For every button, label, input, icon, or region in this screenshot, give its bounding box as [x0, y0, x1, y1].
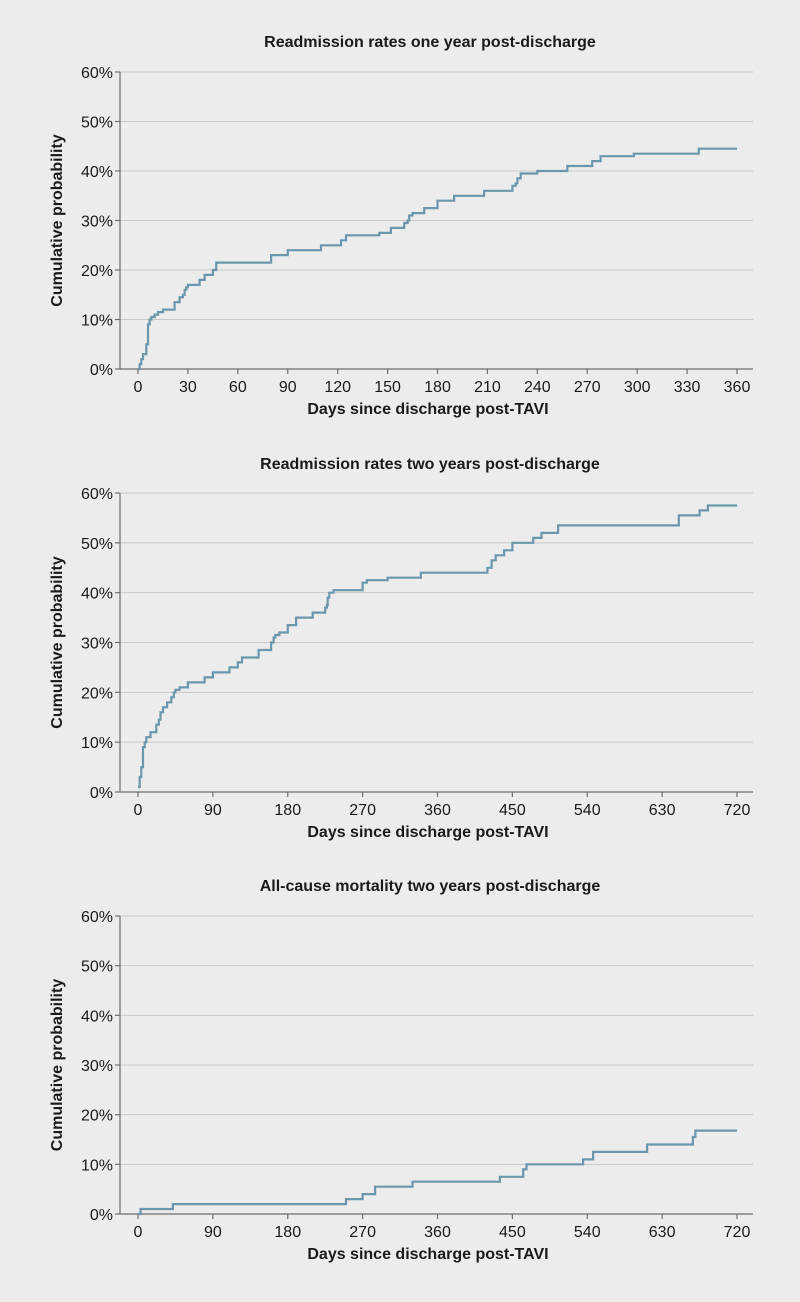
x-tick-label: 180	[274, 1224, 301, 1241]
chart-3: All-cause mortality two years post-disch…	[49, 878, 753, 1263]
y-tick-label: 10%	[81, 313, 113, 330]
x-tick-label: 720	[724, 802, 751, 819]
y-tick-label: 60%	[81, 486, 113, 503]
x-axis-label: Days since discharge post-TAVI	[307, 401, 548, 418]
y-tick-label: 10%	[81, 1157, 113, 1174]
x-tick-label: 0	[134, 1224, 143, 1241]
y-tick-label: 30%	[81, 636, 113, 653]
chart-title: Readmission rates one year post-discharg…	[264, 34, 596, 51]
series-line-readmission	[138, 147, 737, 371]
x-tick-label: 360	[724, 379, 751, 396]
x-tick-label: 270	[574, 379, 601, 396]
y-tick-label: 60%	[81, 65, 113, 82]
x-tick-label: 720	[724, 1224, 751, 1241]
x-tick-label: 180	[424, 379, 451, 396]
y-tick-label: 60%	[81, 909, 113, 926]
x-tick-label: 120	[324, 379, 351, 396]
x-tick-label: 360	[424, 1224, 451, 1241]
x-tick-label: 30	[179, 379, 197, 396]
y-tick-label: 0%	[90, 1207, 113, 1224]
series-line-mortality	[138, 1129, 737, 1216]
x-tick-label: 330	[674, 379, 701, 396]
x-tick-label: 540	[574, 802, 601, 819]
y-tick-label: 20%	[81, 263, 113, 280]
x-axis-label: Days since discharge post-TAVI	[307, 1246, 548, 1263]
x-tick-label: 300	[624, 379, 651, 396]
x-tick-label: 150	[374, 379, 401, 396]
y-axis-label: Cumulative probability	[49, 134, 66, 307]
x-tick-label: 180	[274, 802, 301, 819]
x-tick-label: 90	[279, 379, 297, 396]
x-tick-label: 450	[499, 802, 526, 819]
x-axis-label: Days since discharge post-TAVI	[307, 824, 548, 841]
chart-title: Readmission rates two years post-dischar…	[260, 456, 600, 473]
x-tick-label: 630	[649, 1224, 676, 1241]
y-tick-label: 0%	[90, 362, 113, 379]
x-tick-label: 270	[349, 1224, 376, 1241]
x-tick-label: 630	[649, 802, 676, 819]
x-tick-label: 360	[424, 802, 451, 819]
y-tick-label: 0%	[90, 785, 113, 802]
y-tick-label: 30%	[81, 214, 113, 231]
chart-1: Readmission rates one year post-discharg…	[49, 34, 753, 418]
chart-title: All-cause mortality two years post-disch…	[260, 878, 601, 895]
y-axis-label: Cumulative probability	[49, 979, 66, 1152]
x-tick-label: 450	[499, 1224, 526, 1241]
y-tick-label: 40%	[81, 1008, 113, 1025]
x-tick-label: 0	[134, 379, 143, 396]
y-tick-label: 40%	[81, 586, 113, 603]
x-tick-label: 240	[524, 379, 551, 396]
y-tick-label: 50%	[81, 536, 113, 553]
series-line-readmission	[138, 504, 737, 789]
y-tick-label: 10%	[81, 735, 113, 752]
y-axis-label: Cumulative probability	[49, 556, 66, 729]
chart-2: Readmission rates two years post-dischar…	[49, 456, 753, 841]
x-tick-label: 540	[574, 1224, 601, 1241]
y-tick-label: 30%	[81, 1058, 113, 1075]
x-tick-label: 60	[229, 379, 247, 396]
x-tick-label: 270	[349, 802, 376, 819]
x-tick-label: 90	[204, 802, 222, 819]
y-tick-label: 40%	[81, 164, 113, 181]
y-tick-label: 50%	[81, 115, 113, 132]
y-tick-label: 50%	[81, 959, 113, 976]
y-tick-label: 20%	[81, 1108, 113, 1125]
x-tick-label: 90	[204, 1224, 222, 1241]
y-tick-label: 20%	[81, 685, 113, 702]
x-tick-label: 0	[134, 802, 143, 819]
x-tick-label: 210	[474, 379, 501, 396]
